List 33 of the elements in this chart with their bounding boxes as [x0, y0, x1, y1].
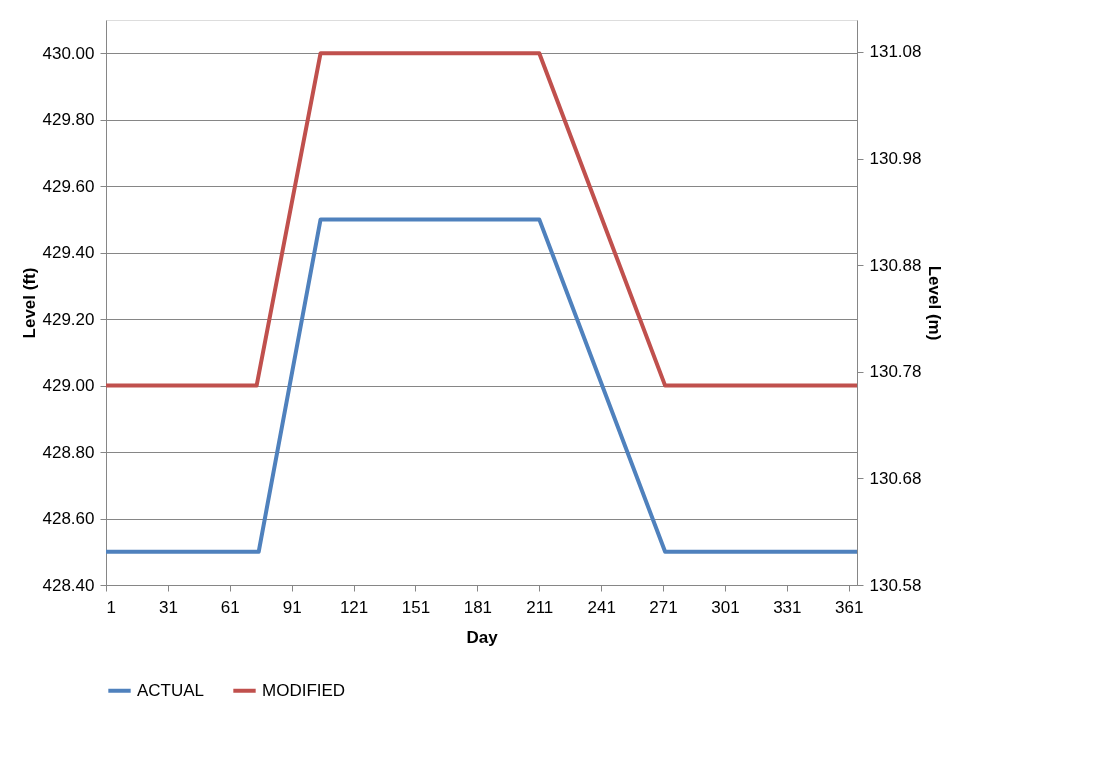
y2-tick-label: 130.98: [869, 149, 922, 169]
x-tick-label: 271: [649, 597, 678, 617]
y2-tick-label: 130.88: [869, 255, 922, 275]
y2-tick-label: 131.08: [869, 42, 922, 62]
y-tick-label: 429.60: [42, 176, 95, 196]
y-tick-label: 429.80: [42, 110, 95, 130]
y-tick-label: 429.20: [42, 309, 95, 329]
x-tick-label: 121: [339, 597, 369, 617]
y-axis-title: Level (ft): [19, 267, 39, 339]
x-tick-label: 61: [220, 597, 240, 617]
y-tick-label: 428.80: [42, 442, 95, 462]
legend-label: ACTUAL: [137, 680, 205, 700]
y-tick-label: 430.00: [42, 43, 95, 63]
y2-tick-label: 130.78: [869, 362, 922, 382]
x-tick-label: 361: [835, 597, 864, 617]
y-tick-label: 428.60: [42, 509, 95, 529]
x-tick-label: 181: [463, 597, 493, 617]
y2-axis-title: Level (m): [925, 265, 945, 341]
x-tick-label: 301: [711, 597, 740, 617]
x-tick-label: 1: [106, 597, 116, 617]
y2-tick-label: 130.58: [869, 575, 922, 595]
x-tick-label: 211: [526, 597, 554, 617]
y2-tick-label: 130.68: [869, 468, 922, 488]
x-tick-label: 151: [401, 597, 431, 617]
x-tick-label: 91: [282, 597, 302, 617]
x-tick-label: 241: [587, 597, 616, 617]
x-tick-label: 331: [773, 597, 802, 617]
legend-label: MODIFIED: [262, 680, 346, 700]
y-tick-label: 429.00: [42, 376, 95, 396]
y-tick-label: 428.40: [42, 575, 95, 595]
x-tick-label: 31: [158, 597, 178, 617]
y-tick-label: 429.40: [42, 243, 95, 263]
x-axis-title: Day: [466, 627, 499, 647]
